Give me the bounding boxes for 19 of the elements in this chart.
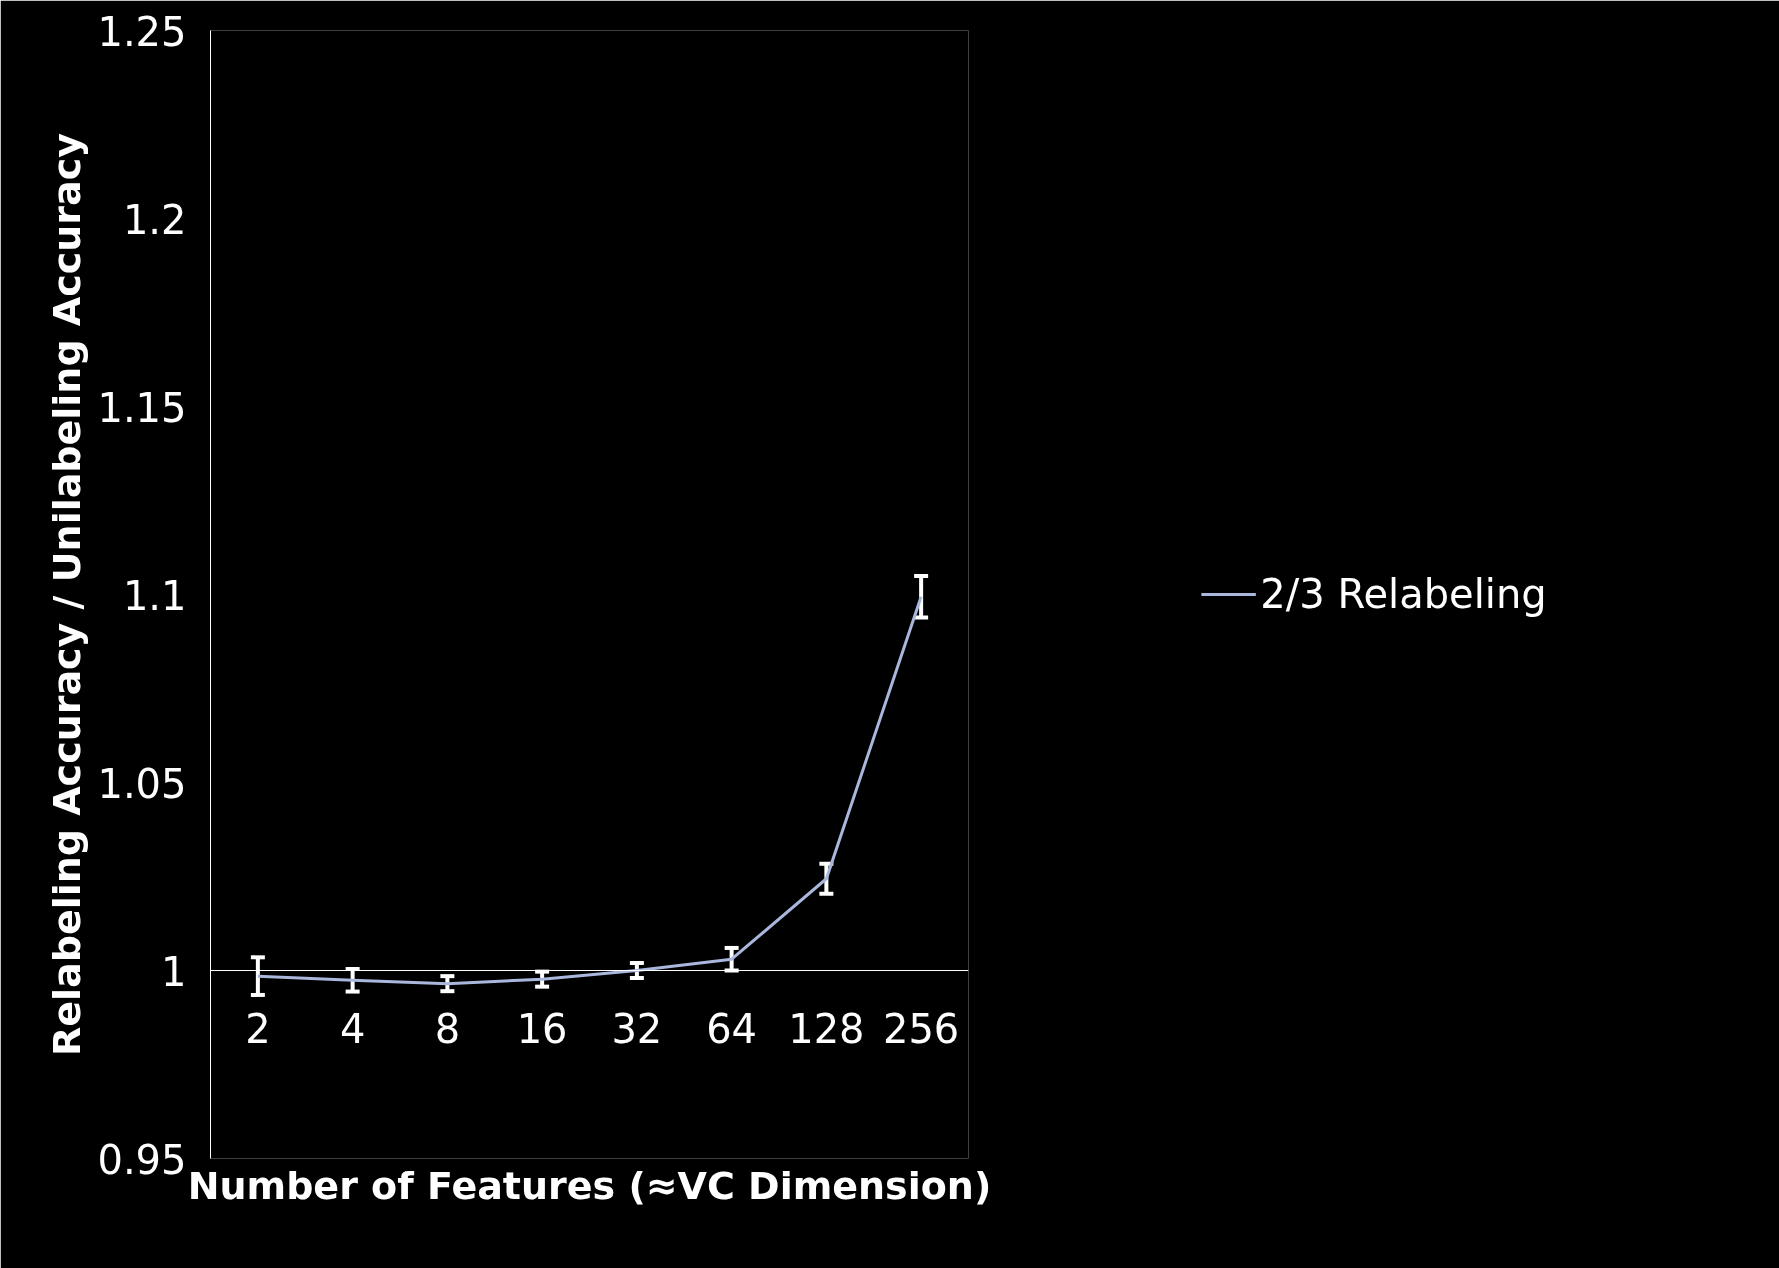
x-tick-label: 8 <box>434 1005 461 1052</box>
x-tick-label: 64 <box>706 1005 758 1052</box>
x-tick-label: 16 <box>516 1005 568 1052</box>
y-tick-label: 1.1 <box>122 572 187 619</box>
y-axis-title: Relabeling Accuracy / Unilabeling Accuracy <box>45 132 90 1057</box>
y-tick-label: 1.15 <box>97 384 187 431</box>
y-tick-label: 1 <box>161 948 187 995</box>
x-tick-label: 32 <box>611 1005 663 1052</box>
x-tick-label: 256 <box>882 1005 960 1052</box>
x-tick-label: 128 <box>788 1005 865 1052</box>
line-series <box>256 595 923 986</box>
y-tick-label: 1.25 <box>97 8 187 55</box>
x-axis-title: Number of Features (≈VC Dimension) <box>187 1163 992 1208</box>
x-tick-label: 4 <box>339 1005 366 1052</box>
x-tick-label: 2 <box>245 1005 271 1052</box>
legend-label: 2/3 Relabeling <box>1260 571 1547 617</box>
y-tick-label: 1.2 <box>122 196 187 243</box>
y-tick-label: 1.05 <box>97 760 187 807</box>
y-tick-label: 0.95 <box>97 1136 187 1183</box>
